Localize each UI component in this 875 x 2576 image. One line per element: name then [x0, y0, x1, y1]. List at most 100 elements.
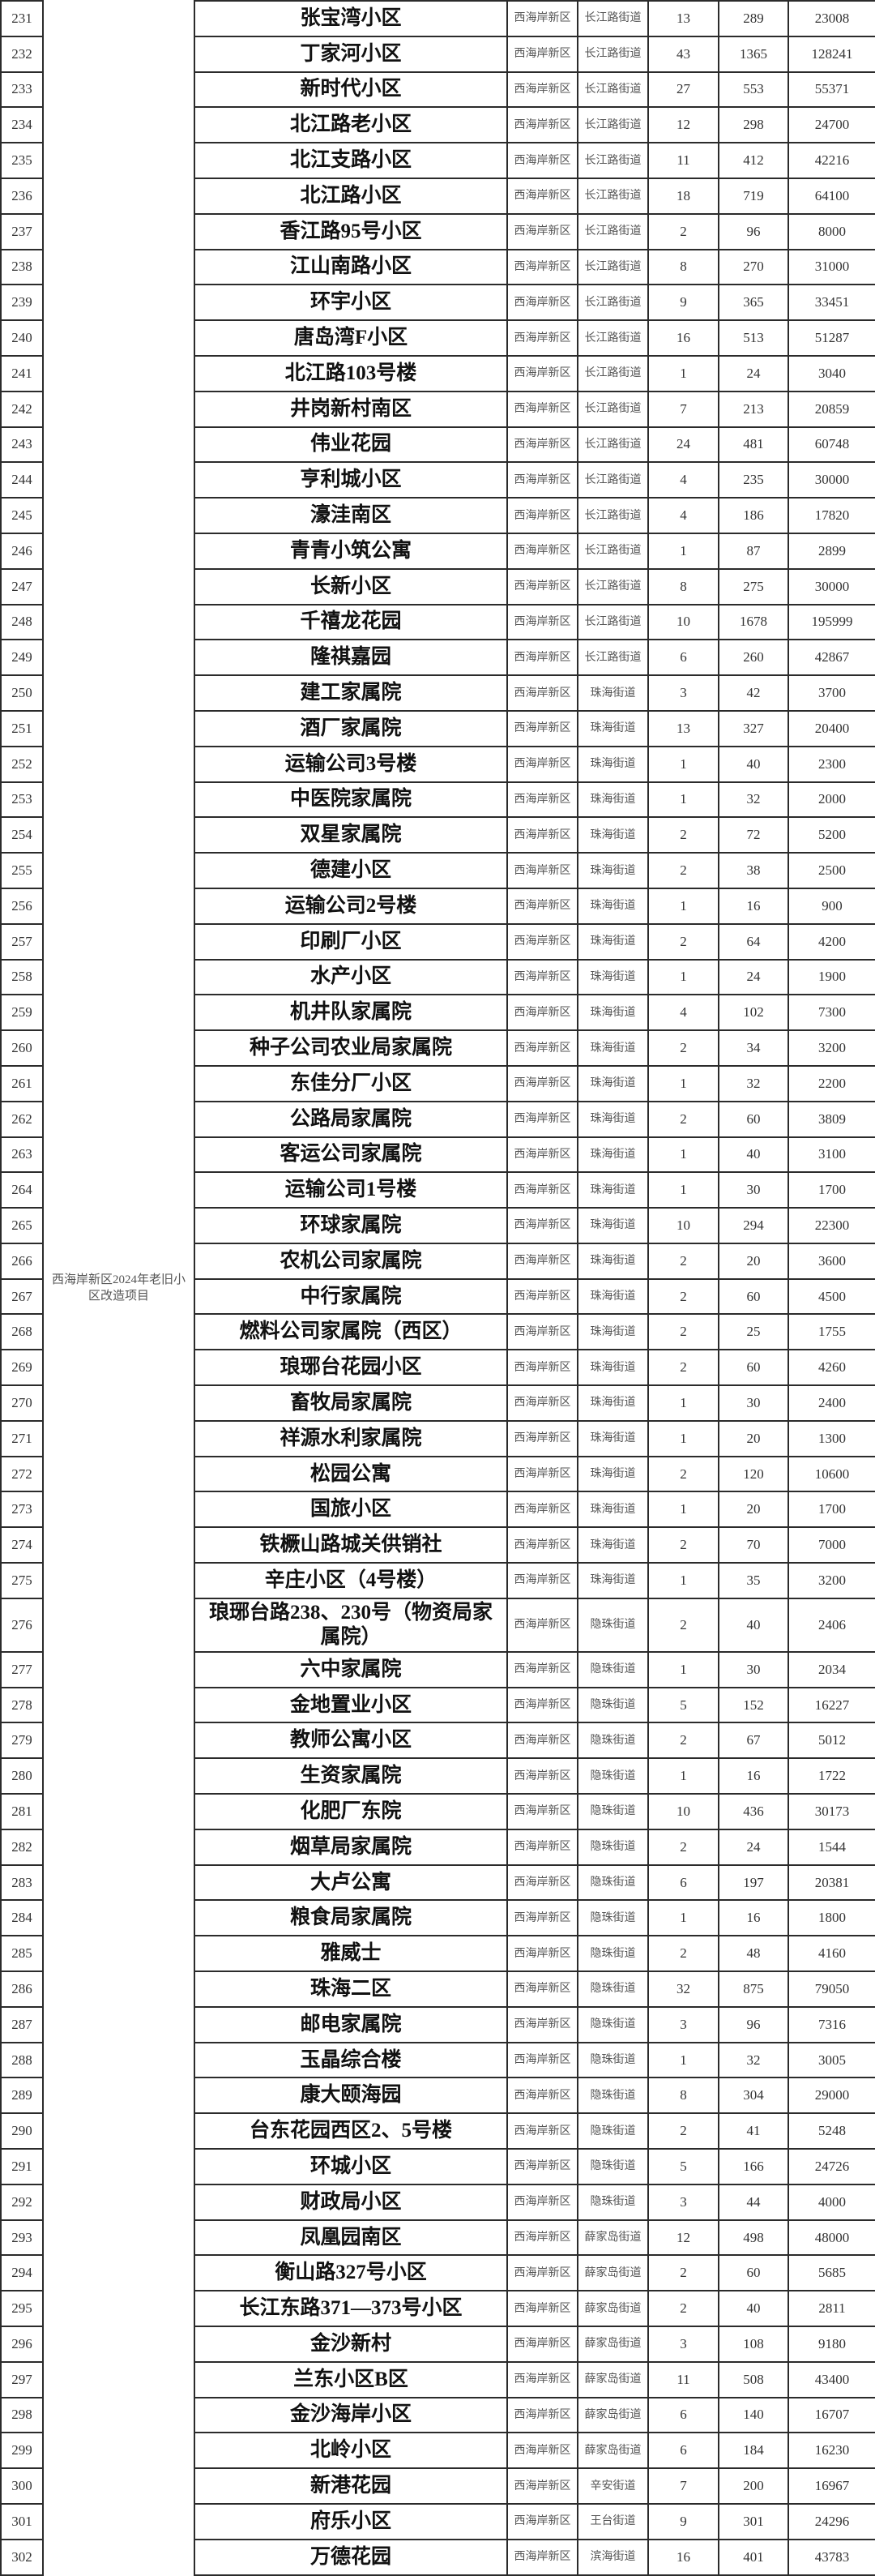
area-cell: 3600: [788, 1242, 875, 1280]
household-count-cell: 260: [718, 639, 789, 677]
area-cell: 23008: [788, 0, 875, 37]
building-count-cell: 2: [647, 1526, 719, 1564]
household-count-cell: 365: [718, 284, 789, 322]
district-cell: 西海岸新区: [506, 354, 578, 392]
district-cell: 西海岸新区: [506, 1971, 578, 2008]
area-cell: 2406: [788, 1597, 875, 1653]
household-count-cell: 60: [718, 1349, 789, 1387]
area-cell: 5012: [788, 1722, 875, 1760]
subdistrict-cell: 隐珠街道: [577, 1899, 649, 1937]
table-row: 242 井岗新村南区 西海岸新区 长江路街道 7 213 20859: [0, 390, 875, 428]
building-count-cell: 2: [647, 1455, 719, 1493]
subdistrict-cell: 珠海街道: [577, 887, 649, 925]
table-row: 240 唐岛湾F小区 西海岸新区 长江路街道 16 513 51287: [0, 319, 875, 357]
district-cell: 西海岸新区: [506, 106, 578, 144]
table-row: 254 双星家属院 西海岸新区 珠海街道 2 72 5200: [0, 816, 875, 854]
building-count-cell: 2: [647, 2254, 719, 2292]
district-cell: 西海岸新区: [506, 958, 578, 996]
row-number-cell: 259: [0, 994, 44, 1032]
building-count-cell: 4: [647, 994, 719, 1032]
subdistrict-cell: 隐珠街道: [577, 1828, 649, 1866]
household-count-cell: 20: [718, 1242, 789, 1280]
household-count-cell: 270: [718, 248, 789, 286]
district-cell: 西海岸新区: [506, 1349, 578, 1387]
household-count-cell: 30: [718, 1384, 789, 1422]
area-cell: 3005: [788, 2041, 875, 2079]
district-cell: 西海岸新区: [506, 567, 578, 605]
building-count-cell: 6: [647, 2396, 719, 2434]
community-name-cell: 建工家属院: [194, 674, 508, 712]
household-count-cell: 16: [718, 887, 789, 925]
building-count-cell: 18: [647, 177, 719, 215]
household-count-cell: 24: [718, 1828, 789, 1866]
building-count-cell: 12: [647, 2219, 719, 2257]
row-number-cell: 245: [0, 497, 44, 534]
area-cell: 55371: [788, 71, 875, 109]
row-number-cell: 255: [0, 852, 44, 889]
row-number-cell: 264: [0, 1171, 44, 1209]
row-number-cell: 298: [0, 2396, 44, 2434]
subdistrict-cell: 珠海街道: [577, 1064, 649, 1102]
area-cell: 3200: [788, 1562, 875, 1599]
subdistrict-cell: 长江路街道: [577, 497, 649, 534]
community-name-cell: 凤凰园南区: [194, 2219, 508, 2257]
district-cell: 西海岸新区: [506, 35, 578, 73]
household-count-cell: 40: [718, 745, 789, 783]
household-count-cell: 35: [718, 1562, 789, 1599]
community-name-cell: 北江路小区: [194, 177, 508, 215]
community-name-cell: 德建小区: [194, 852, 508, 889]
building-count-cell: 8: [647, 2077, 719, 2115]
community-name-cell: 水产小区: [194, 958, 508, 996]
subdistrict-cell: 隐珠街道: [577, 1686, 649, 1724]
table-row: 265 环球家属院 西海岸新区 珠海街道 10 294 22300: [0, 1207, 875, 1244]
community-name-cell: 珠海二区: [194, 1971, 508, 2008]
row-number-cell: 297: [0, 2360, 44, 2398]
area-cell: 5200: [788, 816, 875, 854]
subdistrict-cell: 长江路街道: [577, 461, 649, 499]
table-row: 279 教师公寓小区 西海岸新区 隐珠街道 2 67 5012: [0, 1722, 875, 1760]
area-cell: 5248: [788, 2112, 875, 2150]
row-number-cell: 231: [0, 0, 44, 37]
table-row: 301 府乐小区 西海岸新区 王台街道 9 301 24296: [0, 2502, 875, 2540]
row-number-cell: 293: [0, 2219, 44, 2257]
subdistrict-cell: 薛家岛街道: [577, 2396, 649, 2434]
district-cell: 西海岸新区: [506, 1722, 578, 1760]
area-cell: 31000: [788, 248, 875, 286]
district-cell: 西海岸新区: [506, 0, 578, 37]
row-number-cell: 273: [0, 1491, 44, 1529]
table-row: 268 燃料公司家属院（西区） 西海岸新区 珠海街道 2 25 1755: [0, 1313, 875, 1351]
household-count-cell: 38: [718, 852, 789, 889]
row-number-cell: 291: [0, 2148, 44, 2185]
row-number-cell: 286: [0, 1971, 44, 2008]
subdistrict-cell: 长江路街道: [577, 0, 649, 37]
community-name-cell: 松园公寓: [194, 1455, 508, 1493]
district-cell: 西海岸新区: [506, 1136, 578, 1174]
building-count-cell: 8: [647, 567, 719, 605]
community-name-cell: 亨利城小区: [194, 461, 508, 499]
building-count-cell: 1: [647, 532, 719, 570]
household-count-cell: 96: [718, 2005, 789, 2043]
subdistrict-cell: 珠海街道: [577, 1349, 649, 1387]
district-cell: 西海岸新区: [506, 2538, 578, 2576]
area-cell: 7316: [788, 2005, 875, 2043]
subdistrict-cell: 珠海街道: [577, 994, 649, 1032]
district-cell: 西海岸新区: [506, 1491, 578, 1529]
community-name-cell: 六中家属院: [194, 1650, 508, 1688]
community-name-cell: 公路局家属院: [194, 1100, 508, 1138]
table-row: 253 中医院家属院 西海岸新区 珠海街道 1 32 2000: [0, 781, 875, 819]
subdistrict-cell: 长江路街道: [577, 35, 649, 73]
row-number-cell: 239: [0, 284, 44, 322]
subdistrict-cell: 隐珠街道: [577, 2148, 649, 2185]
subdistrict-cell: 辛安街道: [577, 2467, 649, 2505]
row-number-cell: 279: [0, 1722, 44, 1760]
community-name-cell: 大卢公寓: [194, 1864, 508, 1902]
table-row: 262 公路局家属院 西海岸新区 珠海街道 2 60 3809: [0, 1100, 875, 1138]
row-number-cell: 237: [0, 212, 44, 250]
subdistrict-cell: 珠海街道: [577, 781, 649, 819]
area-cell: 2899: [788, 532, 875, 570]
building-count-cell: 7: [647, 390, 719, 428]
community-name-cell: 环球家属院: [194, 1207, 508, 1244]
community-name-cell: 琅琊台路238、230号（物资局家属院）: [194, 1597, 508, 1653]
building-count-cell: 6: [647, 2432, 719, 2470]
community-name-cell: 金沙海岸小区: [194, 2396, 508, 2434]
